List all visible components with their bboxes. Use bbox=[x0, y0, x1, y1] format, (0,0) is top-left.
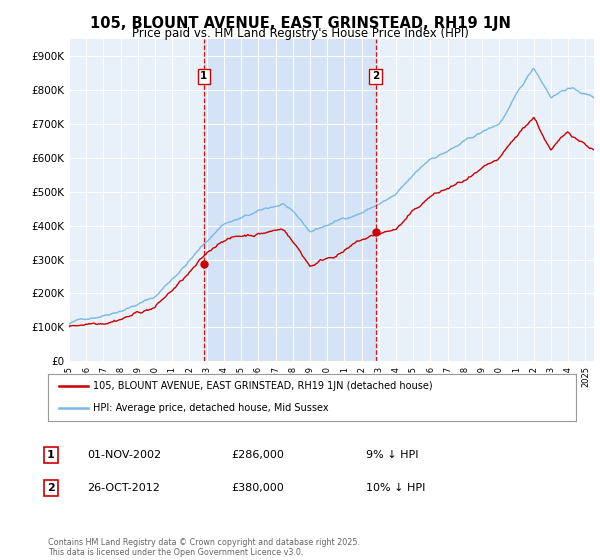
Text: £286,000: £286,000 bbox=[231, 450, 284, 460]
Bar bbox=[204, 39, 376, 361]
Text: 105, BLOUNT AVENUE, EAST GRINSTEAD, RH19 1JN: 105, BLOUNT AVENUE, EAST GRINSTEAD, RH19… bbox=[89, 16, 511, 31]
Text: 10% ↓ HPI: 10% ↓ HPI bbox=[366, 483, 425, 493]
Text: Contains HM Land Registry data © Crown copyright and database right 2025.
This d: Contains HM Land Registry data © Crown c… bbox=[48, 538, 360, 557]
Text: £380,000: £380,000 bbox=[231, 483, 284, 493]
Text: 26-OCT-2012: 26-OCT-2012 bbox=[87, 483, 160, 493]
Text: 01-NOV-2002: 01-NOV-2002 bbox=[87, 450, 161, 460]
Text: 2: 2 bbox=[372, 72, 379, 82]
Text: HPI: Average price, detached house, Mid Sussex: HPI: Average price, detached house, Mid … bbox=[93, 403, 329, 413]
Text: Price paid vs. HM Land Registry's House Price Index (HPI): Price paid vs. HM Land Registry's House … bbox=[131, 27, 469, 40]
Text: 9% ↓ HPI: 9% ↓ HPI bbox=[366, 450, 419, 460]
Text: 1: 1 bbox=[200, 72, 208, 82]
Text: 2: 2 bbox=[47, 483, 55, 493]
Text: 105, BLOUNT AVENUE, EAST GRINSTEAD, RH19 1JN (detached house): 105, BLOUNT AVENUE, EAST GRINSTEAD, RH19… bbox=[93, 381, 433, 391]
Text: 1: 1 bbox=[47, 450, 55, 460]
